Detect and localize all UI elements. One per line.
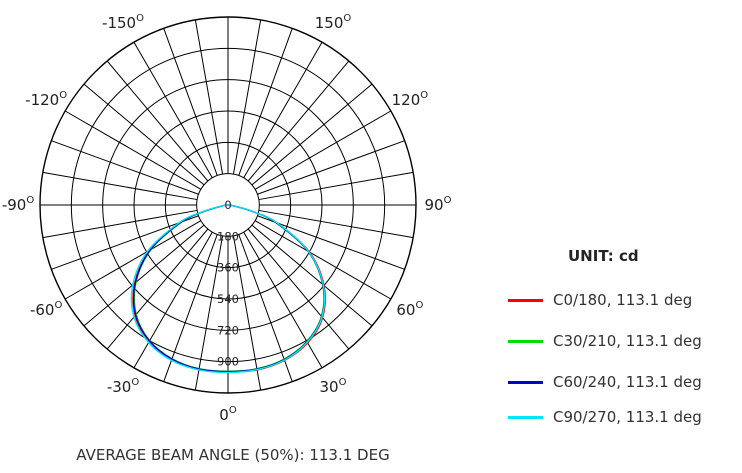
grid-spoke-160	[238, 28, 293, 176]
legend-label-c0-180: C0/180, 113.1 deg	[553, 291, 693, 309]
legend: UNIT: cd C0/180, 113.1 deg C30/210, 113.…	[508, 245, 742, 426]
grid-spoke-70	[257, 215, 405, 270]
grid-spoke-310	[83, 224, 205, 327]
grid-spokes	[40, 17, 416, 393]
radial-tick-labels: 0 180 360 540 720 900	[217, 198, 239, 369]
grid-spoke-280	[42, 209, 198, 239]
grid-spoke-100	[258, 171, 414, 201]
angle-tick-minus-60: -60O	[30, 300, 63, 319]
radial-tick-720: 720	[217, 323, 239, 337]
grid-spoke-330	[133, 231, 213, 369]
grid-spoke-340	[163, 234, 218, 382]
grid-spoke-60	[254, 220, 392, 300]
angle-tick-60: 60O	[396, 300, 423, 319]
polar-chart: 0 180 360 540 720 900 180O -150O 150O -120O 120O -…	[2, 0, 452, 424]
grid-spoke-140	[247, 60, 350, 182]
grid-spoke-220	[106, 60, 209, 182]
unit-label: UNIT: cd	[568, 247, 639, 265]
grid-spoke-170	[232, 19, 262, 175]
grid-spoke-210	[133, 41, 213, 179]
legend-swatch-c0-180	[508, 298, 543, 302]
legend-item-c0-180: C0/180, 113.1 deg	[508, 288, 692, 312]
angle-tick-labels: 180O -150O 150O -120O 120O -90O 90O -60O 60O -30O…	[2, 0, 452, 424]
series-curve-c90-270	[130, 204, 326, 374]
grid-spoke-230	[83, 83, 205, 186]
angle-tick-150: 150O	[315, 13, 352, 32]
angle-tick-0: 0O	[219, 405, 237, 424]
angle-tick-minus-30: -30O	[107, 377, 140, 396]
grid-spoke-350	[194, 235, 224, 391]
grid-spoke-120	[254, 110, 392, 190]
grid-spoke-300	[64, 220, 202, 300]
beam-angle-caption: AVERAGE BEAM ANGLE (50%): 113.1 DEG	[76, 446, 390, 464]
grid-spoke-200	[163, 28, 218, 176]
grid-spoke-150	[243, 41, 323, 179]
legend-label-c30-210: C30/210, 113.1 deg	[553, 332, 702, 350]
grid-spoke-80	[258, 209, 414, 239]
grid-spoke-190	[194, 19, 224, 175]
grid-spoke-250	[51, 140, 199, 195]
intensity-curves	[130, 204, 326, 374]
grid-spoke-320	[106, 228, 209, 350]
grid-spoke-10	[232, 235, 262, 391]
legend-label-c60-240: C60/240, 113.1 deg	[553, 373, 702, 391]
grid-spoke-260	[42, 171, 198, 201]
radial-tick-0: 0	[224, 198, 231, 212]
grid-spoke-50	[251, 224, 373, 327]
radial-tick-540: 540	[217, 292, 239, 306]
legend-label-c90-270: C90/270, 113.1 deg	[553, 408, 702, 426]
legend-swatch-c60-240	[508, 380, 543, 384]
angle-tick-90: 90O	[425, 195, 452, 214]
legend-swatch-c30-210	[508, 339, 543, 343]
angle-tick-30: 30O	[320, 377, 347, 396]
angle-tick-minus-150: -150O	[102, 13, 144, 32]
legend-item-c90-270: C90/270, 113.1 deg	[508, 405, 702, 429]
radial-tick-900: 900	[217, 355, 239, 369]
radial-tick-180: 180	[217, 229, 239, 243]
radial-tick-360: 360	[217, 261, 239, 275]
grid-spoke-240	[64, 110, 202, 190]
grid-spoke-20	[238, 234, 293, 382]
angle-tick-minus-120: -120O	[25, 90, 67, 109]
grid-spoke-290	[51, 215, 199, 270]
angle-tick-minus-90: -90O	[2, 195, 35, 214]
legend-item-c60-240: C60/240, 113.1 deg	[508, 370, 702, 394]
angle-tick-180: 180O	[210, 0, 247, 4]
grid-spoke-30	[243, 231, 323, 369]
grid-spoke-40	[247, 228, 350, 350]
angle-tick-120: 120O	[392, 90, 429, 109]
grid-spoke-110	[257, 140, 405, 195]
grid-spoke-130	[251, 83, 373, 186]
legend-item-c30-210: C30/210, 113.1 deg	[508, 329, 702, 353]
legend-swatch-c90-270	[508, 415, 543, 419]
